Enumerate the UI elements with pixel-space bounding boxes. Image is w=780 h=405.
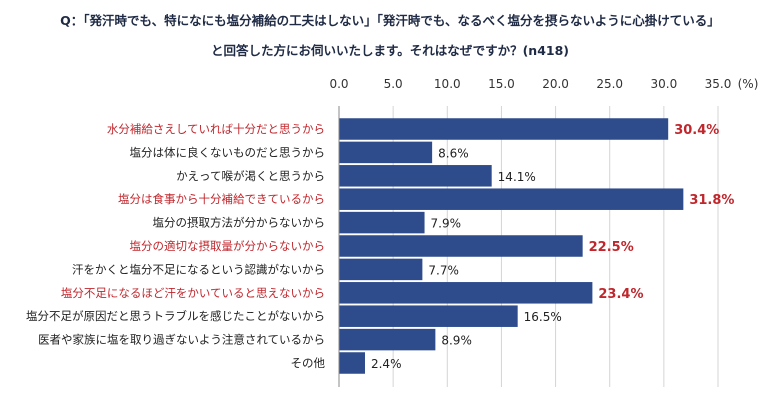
category-label: かえって喉が渇くと思うから [176, 169, 325, 183]
category-label: 塩分は体に良くないものだと思うから [130, 145, 326, 159]
bar [339, 188, 684, 210]
data-label: 2.4% [371, 357, 402, 371]
bar [339, 352, 365, 374]
question-line-2: と回答した方にお伺いいたします。それはなぜですか？(n418) [210, 43, 570, 58]
category-label: 塩分不足が原因だと思うトラブルを感じたことがないから [26, 309, 325, 323]
data-label: 8.9% [441, 334, 472, 348]
category-label: 医者や家族に塩を取り過ぎないよう注意されているから [38, 333, 325, 347]
x-tick-label: 5.0 [384, 77, 403, 91]
bar [339, 328, 436, 351]
data-label: 31.8% [689, 193, 734, 208]
data-label: 7.9% [431, 217, 462, 231]
data-label: 23.4% [598, 287, 643, 302]
data-label: 30.4% [674, 123, 719, 138]
x-tick-label: 15.0 [488, 77, 515, 91]
x-tick-label: 0.0 [329, 77, 348, 91]
category-label: 塩分不足になるほど汗をかいていると思えないから [61, 286, 325, 300]
data-label: 7.7% [428, 263, 459, 277]
x-tick-label: 35.0 [705, 77, 732, 91]
bar [339, 282, 593, 304]
bar [339, 258, 423, 281]
bar [339, 235, 583, 257]
bar [339, 211, 425, 234]
x-tick-label: 30.0 [650, 77, 677, 91]
data-label: 22.5% [589, 240, 634, 255]
data-label: 16.5% [524, 310, 562, 324]
x-tick-label: 10.0 [434, 77, 461, 91]
question-line-1: Q：「発汗時でも、特になにも塩分補給の工夫はしない」「発汗時でも、なるべく塩分を… [60, 13, 720, 28]
axis-unit-label: (%) [738, 77, 759, 91]
category-label: 汗をかくと塩分不足になるという認識がないから [72, 262, 325, 276]
x-tick-label: 20.0 [542, 77, 569, 91]
bar [339, 165, 492, 187]
category-label: 塩分は食事から十分補給できているから [118, 192, 325, 206]
bar [339, 305, 518, 327]
category-label: 塩分の摂取方法が分からないから [153, 216, 326, 230]
data-label: 14.1% [498, 170, 536, 184]
data-label: 8.6% [438, 146, 469, 160]
category-label: 水分補給さえしていれば十分だと思うから [107, 122, 325, 136]
category-label: 塩分の適切な摂取量が分からないから [130, 239, 326, 253]
x-tick-label: 25.0 [596, 77, 623, 91]
bar [339, 118, 669, 140]
category-label: その他 [291, 356, 326, 370]
bar [339, 141, 433, 164]
